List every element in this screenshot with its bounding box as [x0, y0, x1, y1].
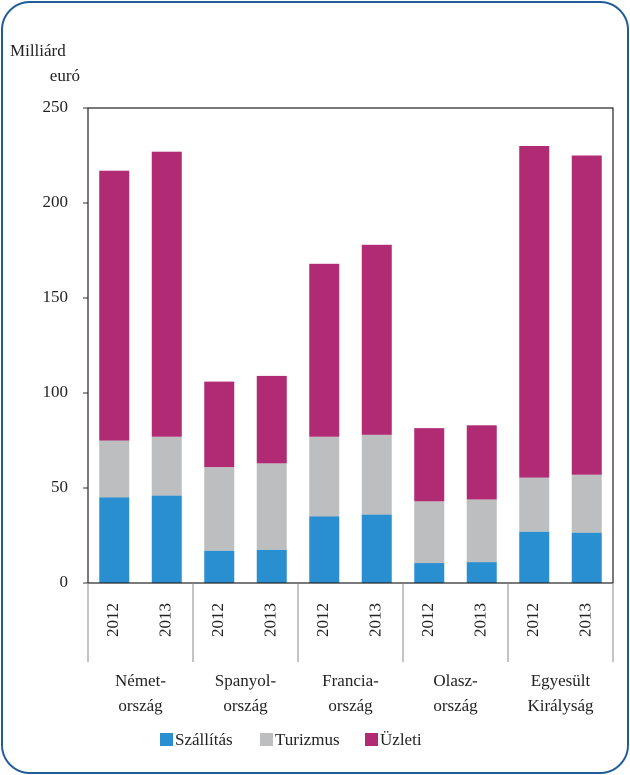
- bar-segment: [309, 263, 340, 437]
- bar-segment: [361, 514, 392, 583]
- x-tick-label: 2012: [103, 603, 122, 637]
- bar-segment: [256, 549, 287, 583]
- bar-segment: [151, 436, 182, 496]
- bar-segment: [519, 531, 550, 583]
- bar-segment: [99, 170, 130, 441]
- bar-segment: [99, 440, 130, 498]
- bar-segment: [466, 562, 497, 583]
- legend-label: Turizmus: [275, 730, 340, 749]
- group-label: ország: [433, 696, 478, 715]
- group-label: Francia-: [322, 671, 379, 690]
- y-tick-label: 250: [43, 97, 69, 116]
- x-tick-label: 2012: [418, 603, 437, 637]
- legend-swatch: [260, 733, 273, 746]
- plot-border: [87, 107, 614, 584]
- y-tick-label: 200: [43, 192, 69, 211]
- y-tick-label: 0: [60, 572, 69, 591]
- bar-segment: [571, 532, 602, 583]
- legend-label: Üzleti: [380, 730, 422, 749]
- bar-segment: [204, 381, 235, 468]
- bar-segment: [414, 563, 445, 583]
- x-tick-label: 2013: [261, 603, 280, 637]
- y-axis-title: euró: [50, 66, 80, 85]
- group-label: Német-: [115, 671, 166, 690]
- bar-segment: [414, 501, 445, 564]
- group-label: ország: [118, 696, 163, 715]
- x-tick-label: 2013: [471, 603, 490, 637]
- bar-segment: [151, 151, 182, 437]
- legend-swatch: [160, 733, 173, 746]
- x-tick-label: 2013: [576, 603, 595, 637]
- x-tick-label: 2012: [208, 603, 227, 637]
- bar-segment: [361, 244, 392, 435]
- bar-segment: [519, 146, 550, 478]
- x-tick-label: 2013: [156, 603, 175, 637]
- y-tick-label: 50: [51, 477, 68, 496]
- bar-segment: [414, 428, 445, 502]
- x-tick-label: 2012: [523, 603, 542, 637]
- y-tick-label: 100: [43, 382, 69, 401]
- bar-segment: [204, 467, 235, 551]
- bar-segment: [99, 497, 130, 583]
- bar-segment: [519, 477, 550, 532]
- group-label: Spanyol-: [215, 671, 277, 690]
- bar-segment: [466, 499, 497, 563]
- bar-segment: [309, 516, 340, 583]
- bar-segment: [361, 434, 392, 515]
- bar-segment: [204, 550, 235, 583]
- group-label: ország: [223, 696, 268, 715]
- bar-segment: [571, 155, 602, 475]
- bar-segment: [151, 495, 182, 583]
- x-tick-label: 2012: [313, 603, 332, 637]
- x-tick-label: 2013: [366, 603, 385, 637]
- legend-label: Szállítás: [175, 730, 233, 749]
- group-label: Olasz-: [433, 671, 478, 690]
- group-label: Királyság: [527, 696, 594, 715]
- group-label: ország: [328, 696, 373, 715]
- bar-segment: [309, 436, 340, 517]
- y-axis-title: Milliárd: [10, 41, 66, 60]
- bar-segment: [571, 474, 602, 533]
- y-tick-label: 150: [43, 287, 69, 306]
- bar-segment: [256, 463, 287, 550]
- group-label: Egyesült: [531, 671, 591, 690]
- bar-segment: [256, 375, 287, 464]
- bar-segment: [466, 425, 497, 500]
- legend-swatch: [365, 733, 378, 746]
